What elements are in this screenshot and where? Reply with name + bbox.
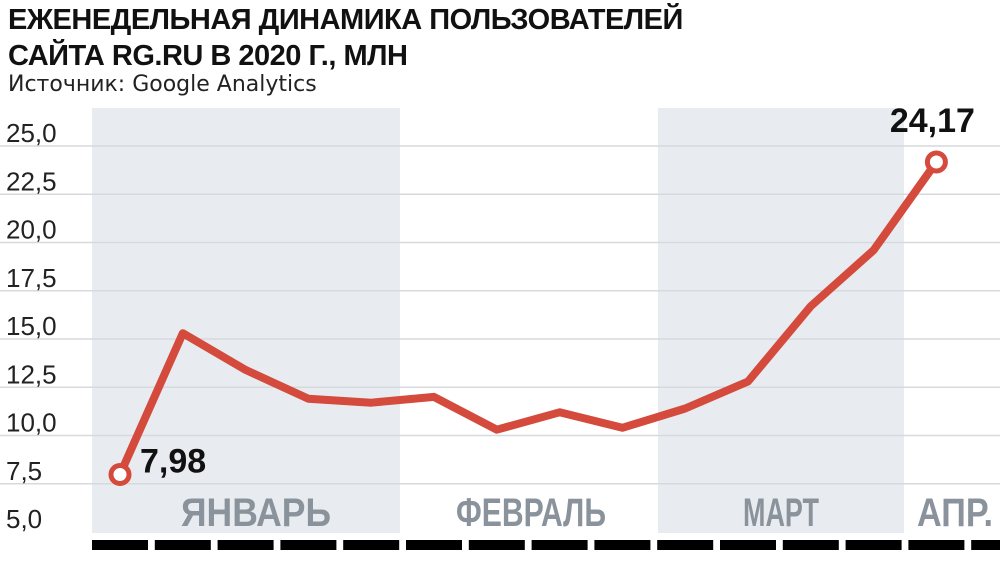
data-labels: 7,98 24,17	[140, 102, 975, 480]
x-week-tick	[782, 540, 839, 550]
y-tick-label: 10,0	[6, 408, 57, 438]
x-week-tick	[908, 540, 965, 550]
month-band-2	[658, 108, 904, 533]
y-tick-label: 15,0	[6, 311, 57, 341]
series-line	[116, 158, 941, 479]
month-labels: ЯНВАРЬ ФЕВРАЛЬ МАРТ АПР.	[181, 491, 993, 535]
y-tick-label: 17,5	[6, 263, 57, 293]
x-week-tick	[280, 540, 337, 550]
y-tick-label: 5,0	[6, 504, 42, 534]
chart-title-line-2: САЙТА RG.RU В 2020 Г., МЛН	[8, 40, 408, 72]
x-week-tick	[343, 540, 400, 550]
x-week-tick	[594, 540, 651, 550]
data-label: 7,98	[140, 442, 206, 480]
y-tick-label: 22,5	[6, 166, 57, 196]
x-week-tick	[531, 540, 588, 550]
data-label: 24,17	[890, 102, 975, 140]
x-week-tick	[657, 540, 714, 550]
x-week-tick	[406, 540, 462, 550]
month-label: ФЕВРАЛЬ	[456, 491, 606, 535]
month-band-1	[92, 108, 400, 533]
month-label: МАРТ	[743, 491, 819, 535]
y-tick-label: 7,5	[6, 456, 42, 486]
chart-title: ЕЖЕНЕДЕЛЬНАЯ ДИНАМИКА ПОЛЬЗОВАТЕЛЕЙ САЙТ…	[8, 2, 683, 74]
y-axis-tick-labels: 5,0 7,5 10,0 12,5 15,0 17,5 20,0 22,5 25,0	[6, 118, 57, 534]
data-point-marker	[924, 150, 948, 174]
x-axis-week-ticks	[92, 540, 1000, 550]
chart-title-line-1: ЕЖЕНЕДЕЛЬНАЯ ДИНАМИКА ПОЛЬЗОВАТЕЛЕЙ	[8, 4, 683, 36]
endpoint-markers	[108, 150, 948, 486]
x-week-tick	[154, 540, 211, 550]
x-week-tick	[971, 540, 1000, 550]
month-label: АПР.	[917, 491, 993, 535]
x-week-tick	[217, 540, 274, 550]
y-tick-label: 12,5	[6, 359, 57, 389]
y-tick-label: 20,0	[6, 215, 57, 245]
month-label: ЯНВАРЬ	[181, 491, 331, 535]
month-bands	[92, 108, 904, 533]
series-line-group	[116, 158, 941, 479]
x-week-tick	[468, 540, 525, 550]
chart-source: Источник: Google Analytics	[8, 72, 317, 97]
data-point-marker	[108, 462, 132, 486]
x-week-tick	[92, 540, 148, 550]
x-week-tick	[720, 540, 776, 550]
y-tick-label: 25,0	[6, 118, 57, 148]
x-week-tick	[845, 540, 902, 550]
